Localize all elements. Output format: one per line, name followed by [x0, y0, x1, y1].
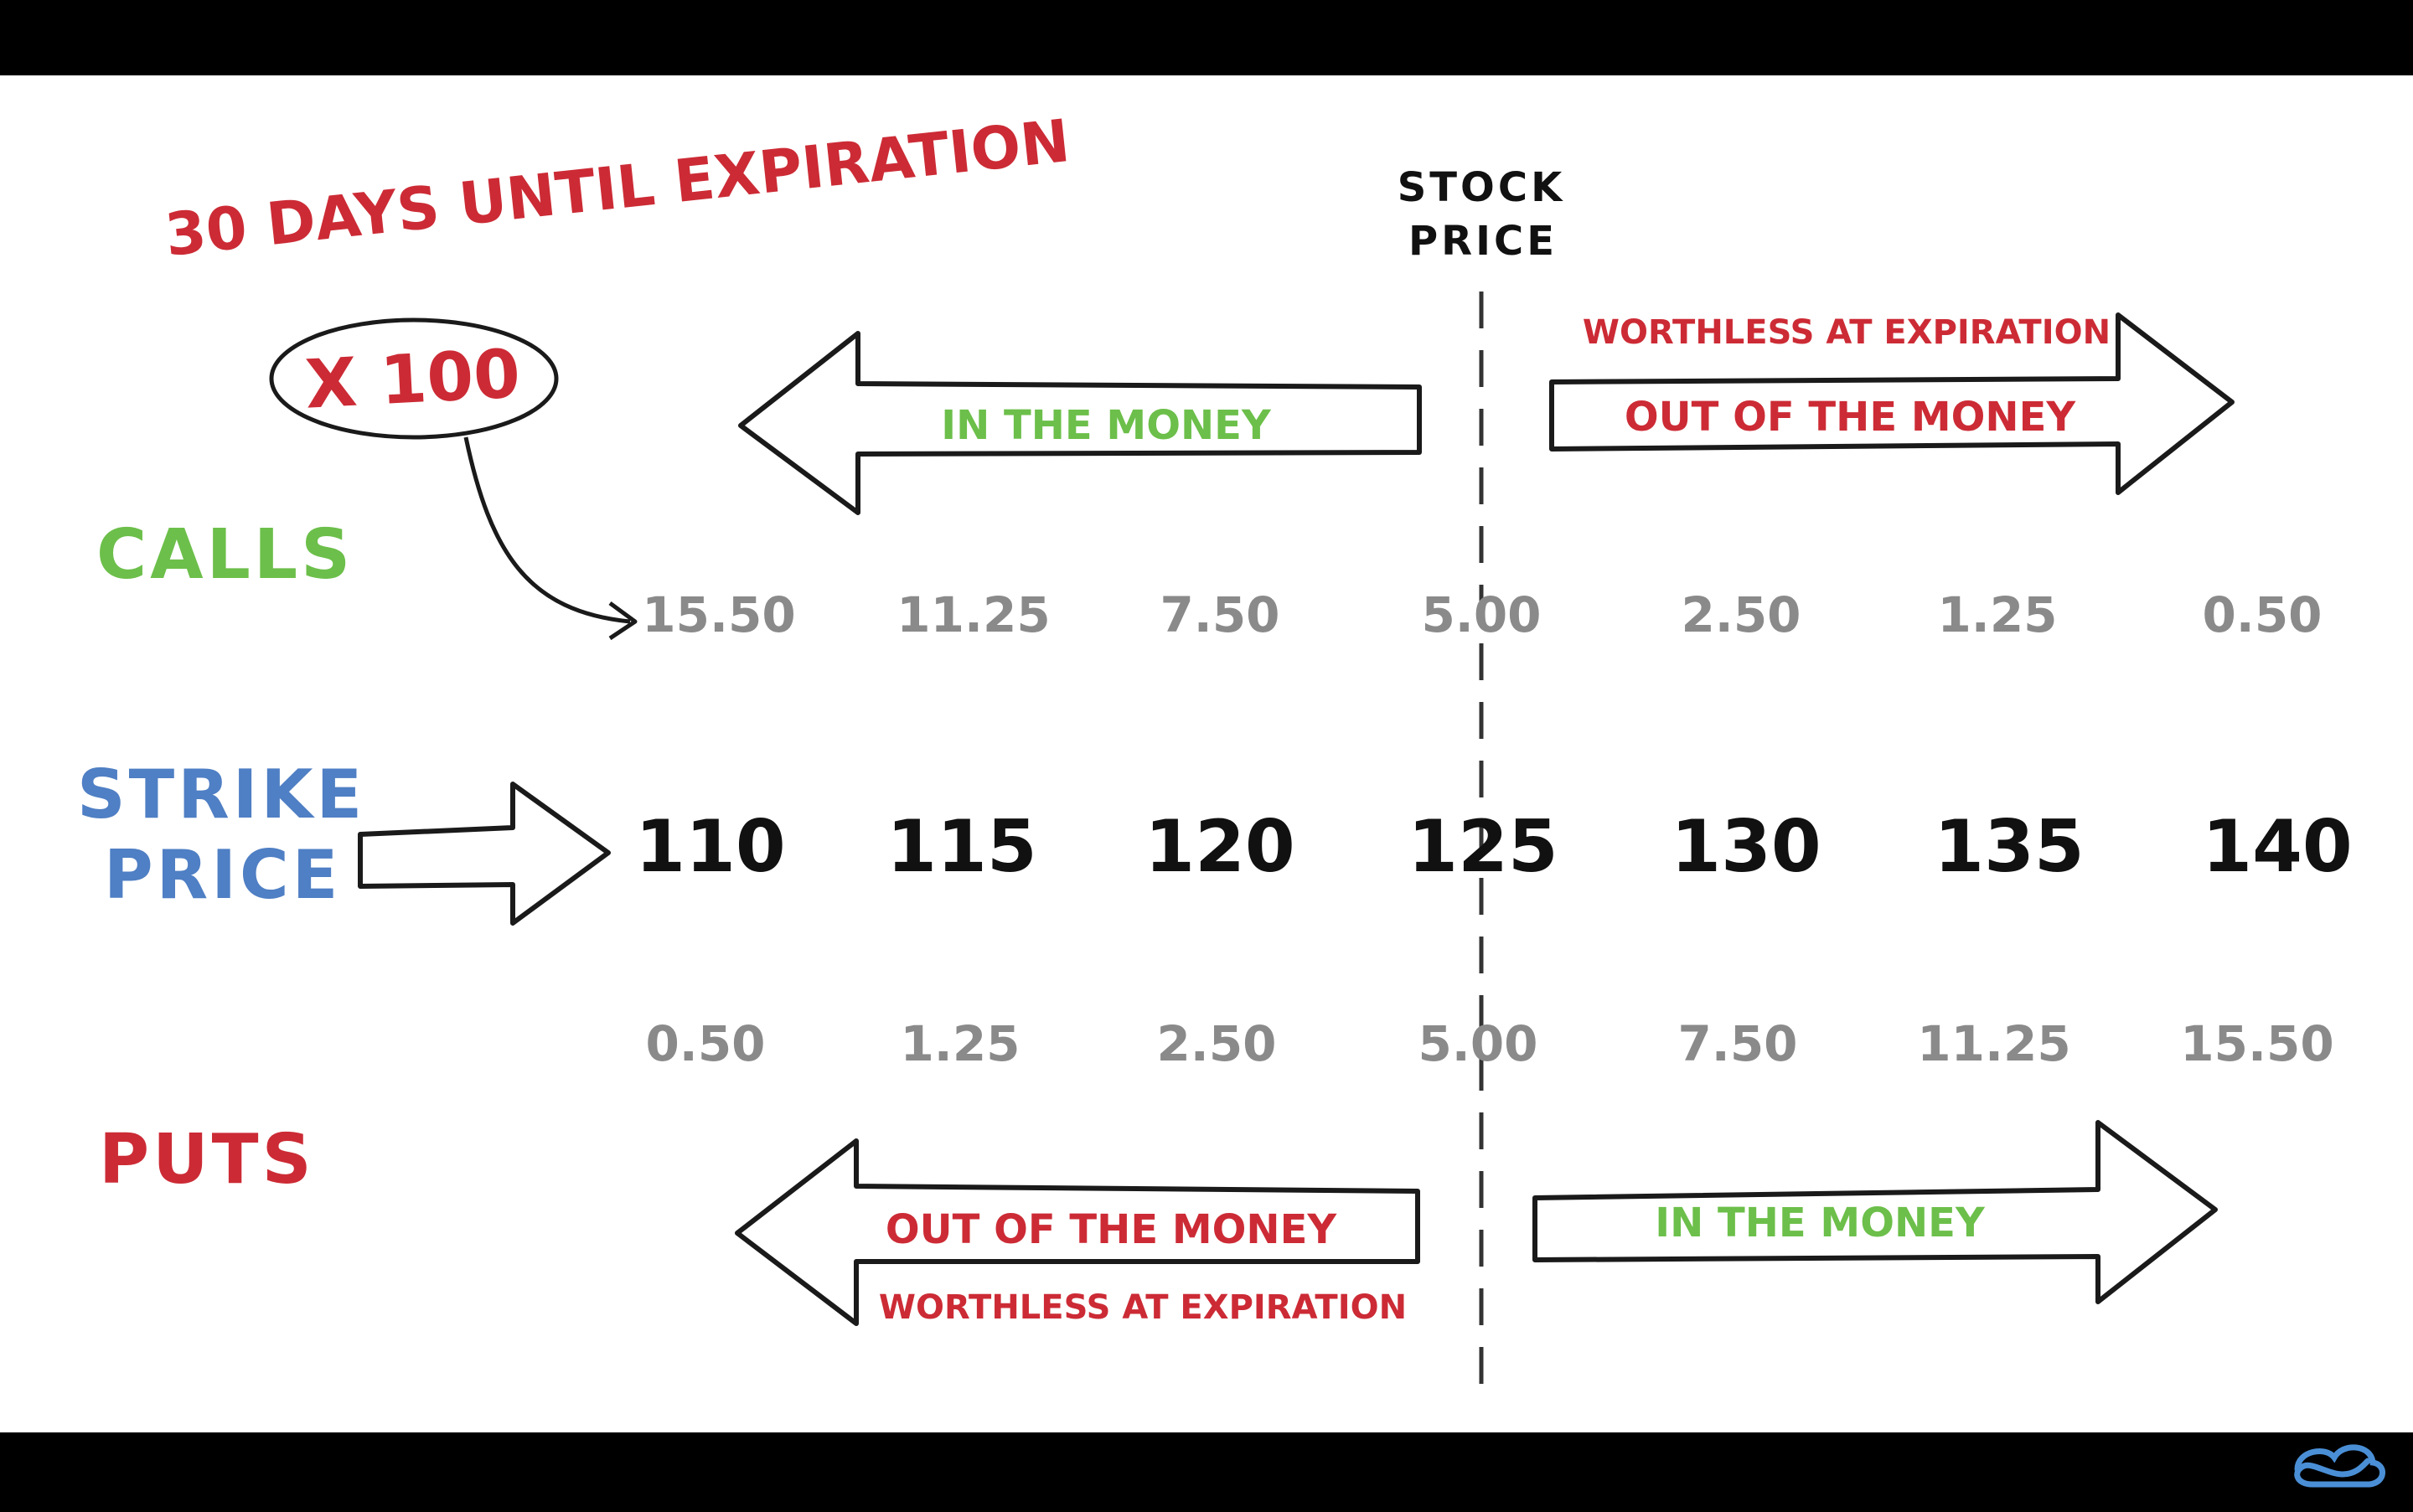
- puts-premium-cell: 15.50: [2180, 1015, 2333, 1072]
- calls-premium-cell: 0.50: [2202, 586, 2322, 643]
- puts-premium-cell: 2.50: [1156, 1015, 1276, 1072]
- multiplier-pointer-head: [608, 601, 638, 641]
- calls-itm-label: IN THE MONEY: [941, 402, 1272, 449]
- puts-otm-note: WORTHLESS AT EXPIRATION: [879, 1288, 1407, 1327]
- letterbox-bottom: [0, 1432, 2413, 1508]
- calls-label: CALLS: [96, 515, 354, 595]
- calls-premium-cell: 11.25: [896, 586, 1050, 643]
- strike-cell: 135: [1934, 805, 2085, 889]
- calls-itm-arrow: [738, 331, 1422, 515]
- calls-premiums-row: 15.50 11.25 7.50 5.00 2.50 1.25 0.50: [642, 586, 2322, 643]
- puts-label: PUTS: [99, 1120, 315, 1200]
- strike-cell: 115: [886, 805, 1037, 889]
- logo-icon: [2294, 1444, 2385, 1488]
- puts-premium-cell: 5.00: [1418, 1015, 1537, 1072]
- puts-otm-label: OUT OF THE MONEY: [886, 1206, 1337, 1253]
- strike-label-line2: PRICE: [104, 836, 341, 914]
- puts-premium-cell: 11.25: [1917, 1015, 2070, 1072]
- puts-itm-arrow: [1532, 1120, 2218, 1304]
- strike-cell: 125: [1408, 805, 1558, 889]
- strike-cell: 140: [2202, 805, 2353, 889]
- strike-cell: 110: [635, 805, 786, 889]
- title: 30 DAYS UNTIL EXPIRATION: [162, 106, 1072, 270]
- multiplier-pointer-line: [463, 436, 631, 624]
- calls-premium-cell: 1.25: [1937, 586, 2057, 643]
- puts-premium-cell: 7.50: [1677, 1015, 1797, 1072]
- calls-premium-cell: 2.50: [1681, 586, 1801, 643]
- stock-price-label-line1: STOCK: [1398, 164, 1566, 211]
- calls-otm-label: OUT OF THE MONEY: [1625, 394, 2076, 441]
- strike-label-line1: STRIKE: [77, 756, 365, 833]
- calls-premium-cell: 7.50: [1160, 586, 1279, 643]
- strike-cell: 130: [1671, 805, 1821, 889]
- multiplier-label: X 100: [303, 334, 522, 423]
- strike-cell: 120: [1144, 805, 1295, 889]
- calls-otm-arrow: [1549, 312, 2235, 495]
- puts-premiums-row: 0.50 1.25 2.50 5.00 7.50 11.25 15.50: [645, 1015, 2333, 1072]
- calls-otm-note: WORTHLESS AT EXPIRATION: [1583, 313, 2111, 352]
- stock-price-label-line2: PRICE: [1408, 218, 1558, 265]
- strike-pointer-arrow: [358, 782, 611, 926]
- puts-premium-cell: 1.25: [900, 1015, 1020, 1072]
- calls-premium-cell: 5.00: [1421, 586, 1541, 643]
- diagram-svg: 30 DAYS UNTIL EXPIRATION STOCK PRICE X 1…: [77, 106, 2353, 1403]
- puts-itm-label: IN THE MONEY: [1655, 1200, 1986, 1246]
- strike-prices-row: 110 115 120 125 130 135 140: [635, 805, 2353, 889]
- letterbox-top: [0, 0, 2413, 75]
- multiplier-ellipse: [269, 317, 559, 440]
- calls-premium-cell: 15.50: [642, 586, 795, 643]
- whiteboard: 30 DAYS UNTIL EXPIRATION STOCK PRICE X 1…: [0, 75, 2413, 1432]
- puts-otm-arrow: [735, 1138, 1420, 1326]
- puts-premium-cell: 0.50: [645, 1015, 765, 1072]
